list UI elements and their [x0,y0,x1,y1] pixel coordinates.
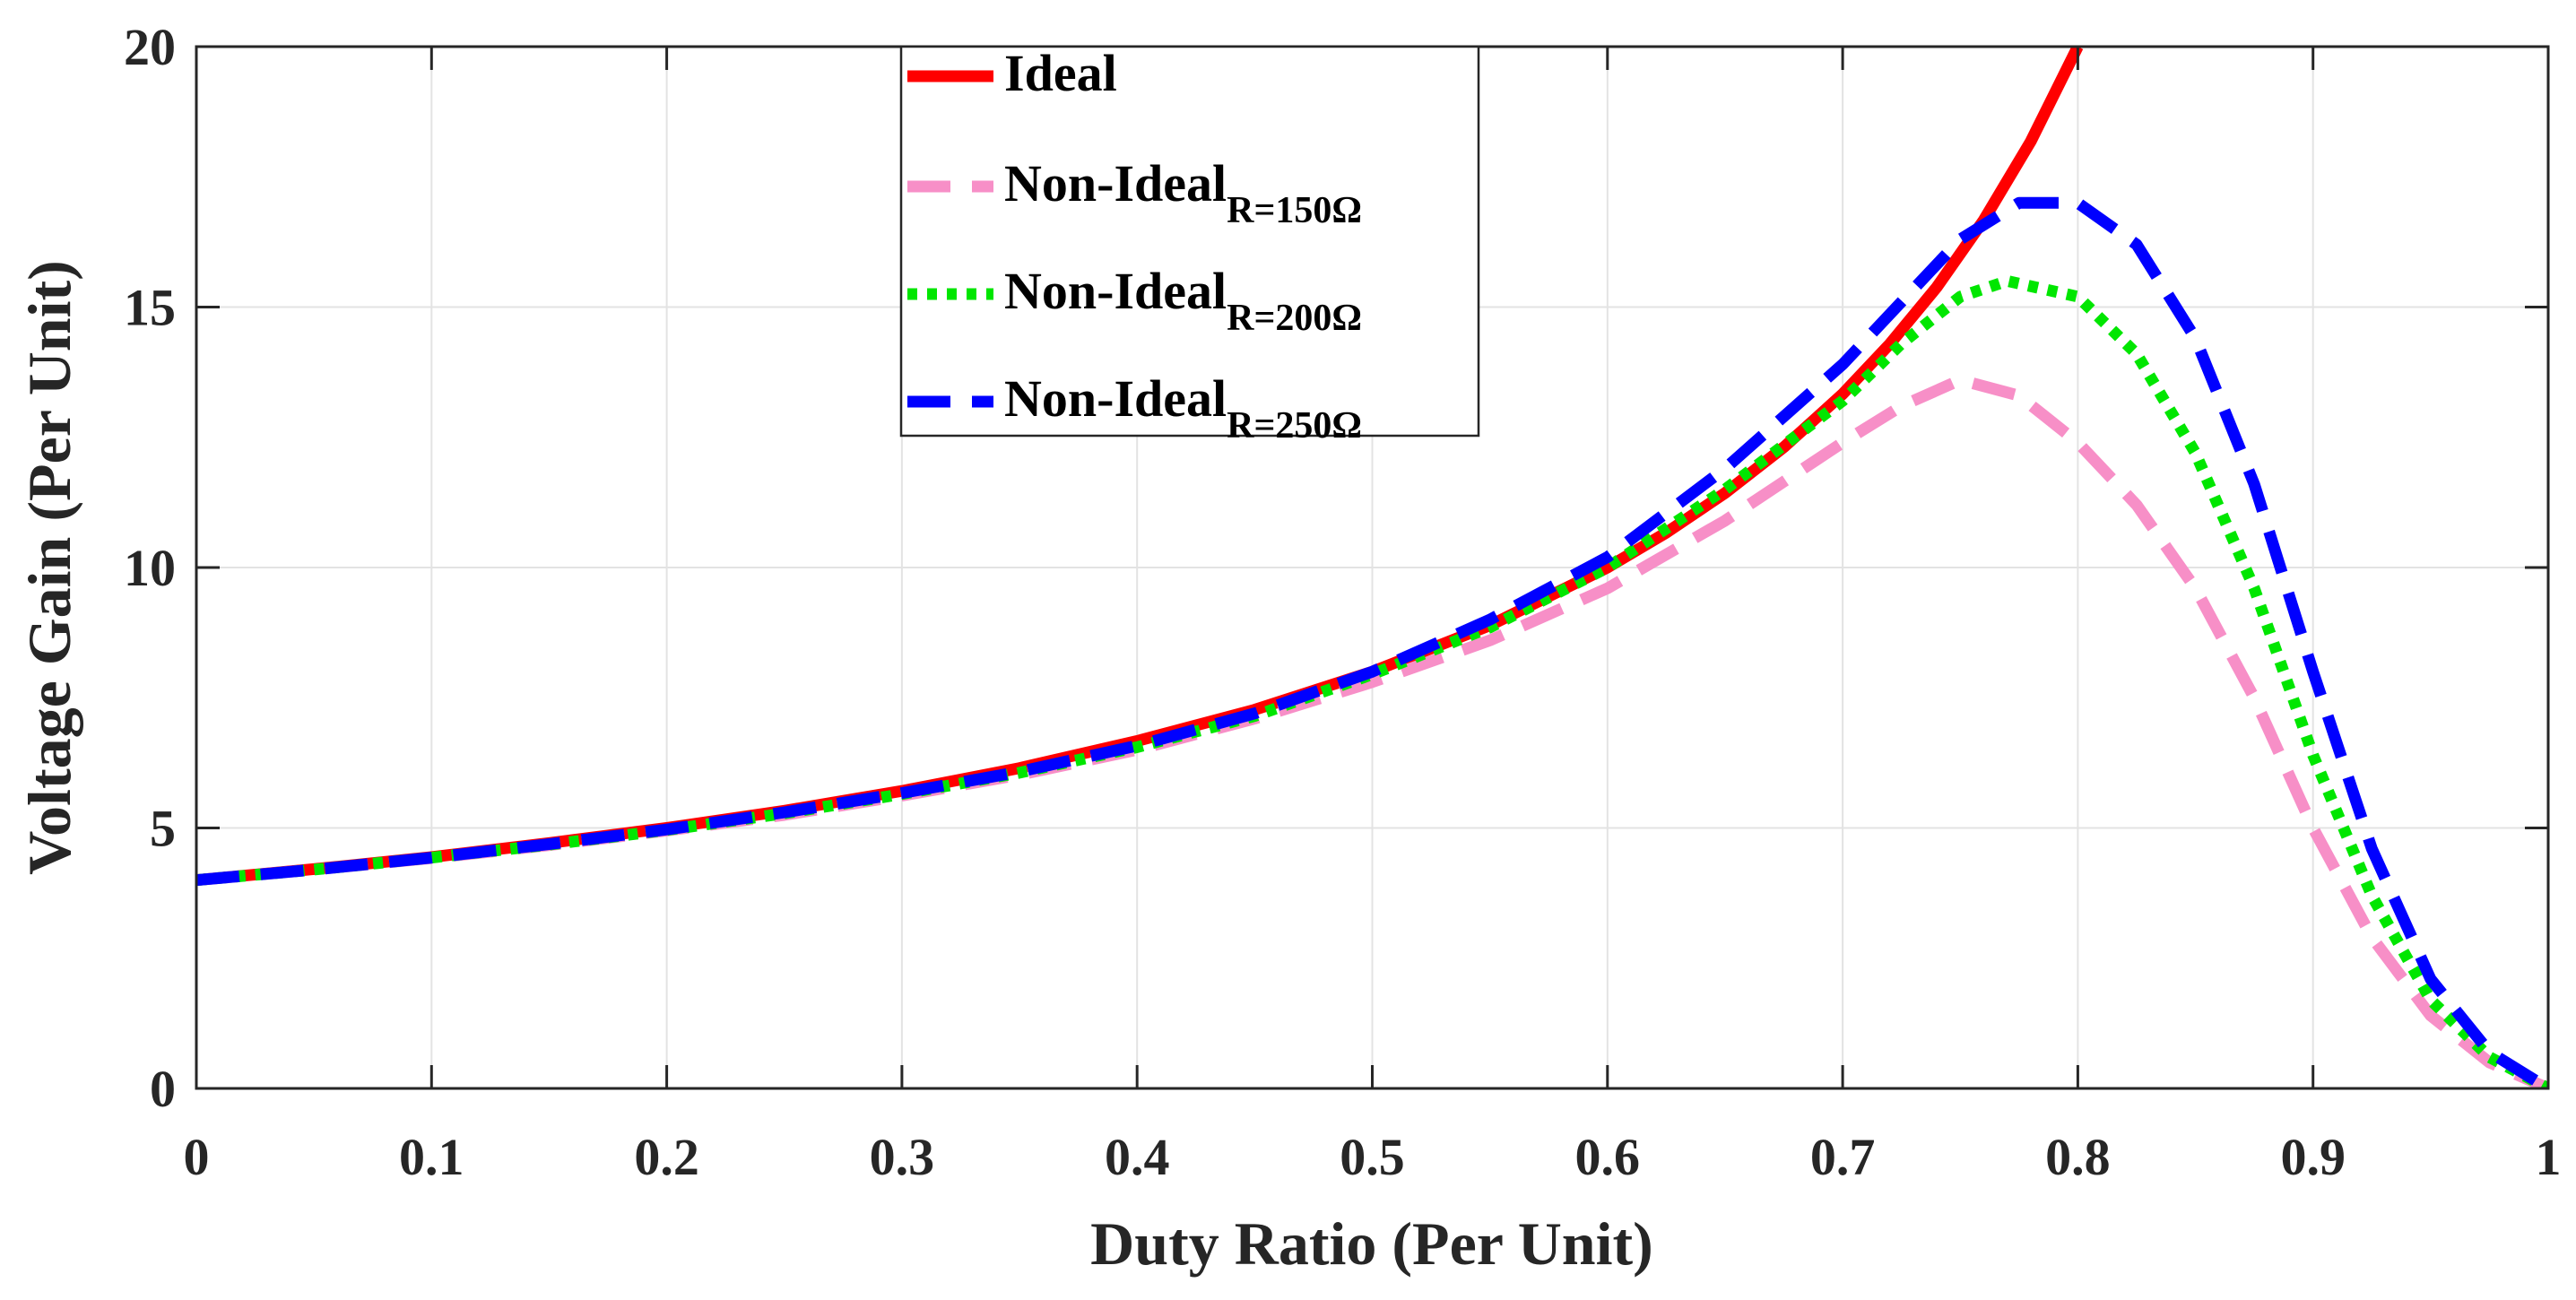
y-tick-label: 5 [150,800,176,858]
legend-box [899,45,1480,438]
series-line-1 [196,374,2548,1088]
x-tick-label: 0.1 [399,1128,464,1186]
legend: IdealNon-IdealR=150ΩNon-IdealR=200ΩNon-I… [899,44,1480,446]
x-tick-label: 0.8 [2045,1128,2111,1186]
x-tick-label: 0 [184,1128,210,1186]
x-tick-label: 0.2 [634,1128,699,1186]
x-tick-label: 0.6 [1575,1128,1641,1186]
y-tick-label: 20 [124,18,176,76]
series-line-2 [196,274,2548,1088]
series-line-3 [196,196,2548,1088]
x-tick-label: 0.5 [1340,1128,1405,1186]
x-axis-label: Duty Ratio (Per Unit) [1090,1209,1653,1278]
legend-subscript-1: R=150Ω [1227,190,1362,231]
x-tick-label: 0.9 [2280,1128,2346,1186]
legend-subscript-2: R=200Ω [1227,298,1362,339]
legend-subscript-3: R=250Ω [1227,405,1362,446]
y-axis-label: Voltage Gain (Per Unit) [15,260,83,875]
y-tick-label: 0 [150,1060,176,1118]
x-tick-label: 1 [2536,1128,2562,1186]
x-tick-label: 0.7 [1810,1128,1876,1186]
x-tick-label: 0.3 [870,1128,935,1186]
x-tick-label: 0.4 [1105,1128,1170,1186]
series-layer [196,47,2548,1088]
y-tick-label: 10 [124,539,176,597]
x-tick-labels: 0 0.1 0.2 0.3 0.4 0.5 0.6 0.7 0.8 0.9 1 [184,1128,2562,1186]
y-tick-labels: 0 5 10 15 20 [124,18,176,1118]
y-tick-label: 15 [124,279,176,337]
legend-label-0: Ideal [1004,44,1117,102]
